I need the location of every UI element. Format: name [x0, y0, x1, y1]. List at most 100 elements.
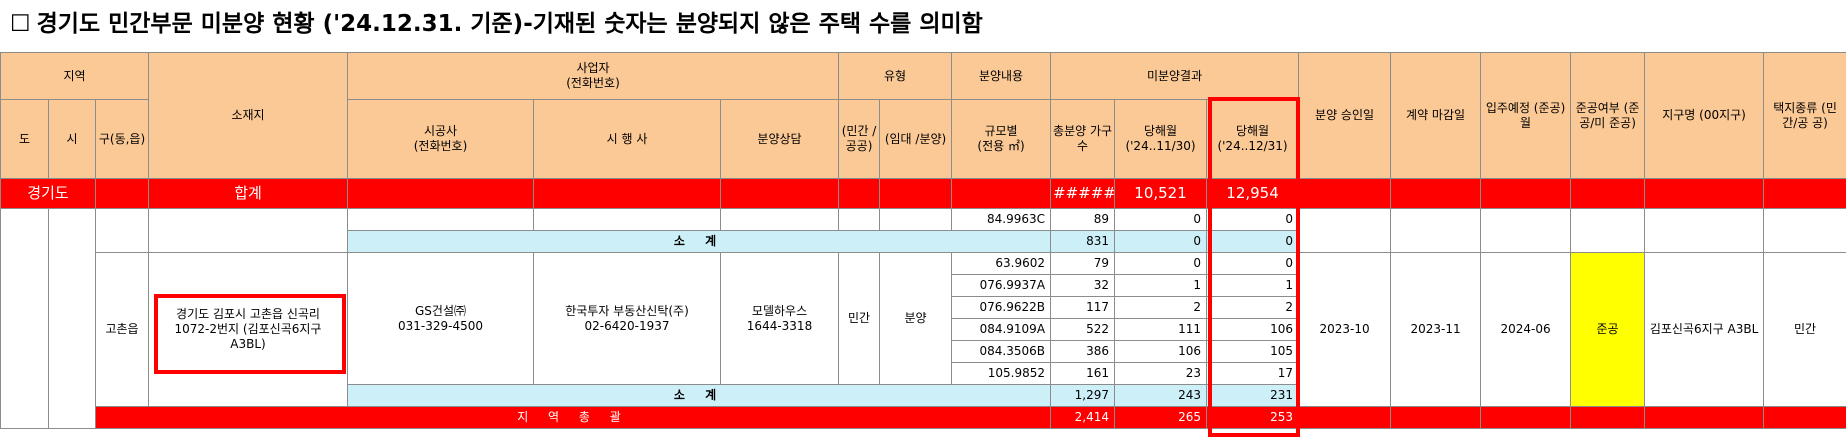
units-cell: 32 — [1050, 274, 1116, 297]
header-land-type: 택지종류 (민간/공 공) — [1763, 52, 1846, 179]
header-month-curr: 당해월 ('24..12/31) — [1206, 99, 1300, 179]
header-builder-label: 시공사 — [423, 124, 458, 138]
curr-cell: 17 — [1206, 362, 1300, 385]
header-month-prev-sub: ('24..11/30) — [1125, 139, 1196, 153]
units-cell: 117 — [1050, 296, 1116, 319]
subtotal-curr: 231 — [1206, 384, 1300, 407]
subtotal-curr: 0 — [1206, 230, 1300, 253]
header-private-public: (민간 /공공) — [838, 99, 881, 179]
grand-total-row: 지 역 총 괄 2,414 265 253 — [1, 406, 1846, 429]
header-row-1: 지역 소재지 사업자 (전화번호) 유형 분양내용 미분양결과 분양 승인일 계… — [0, 52, 1846, 179]
table-row: 084.9109A 522 111 106 — [1, 318, 1846, 341]
header-sale-content: 분양내용 — [951, 52, 1052, 100]
units-cell: 386 — [1050, 340, 1116, 363]
units-cell: 79 — [1050, 252, 1116, 275]
grand-total-curr: 253 — [1206, 406, 1300, 429]
header-type: 유형 — [838, 52, 953, 100]
header-completion: 준공여부 (준공/미 준공) — [1570, 52, 1646, 179]
units-cell: 522 — [1050, 318, 1116, 341]
header-sales-consult: 분양상담 — [719, 99, 840, 179]
builder-name: GS건설㈜ — [415, 303, 466, 318]
table-row: 84.9963C 89 0 0 — [0, 208, 1846, 429]
type-rent-sale: 분양 — [879, 252, 953, 385]
total-curr: 12,954 — [1206, 178, 1300, 209]
unsold-housing-table: 지역 소재지 사업자 (전화번호) 유형 분양내용 미분양결과 분양 승인일 계… — [0, 52, 1846, 429]
curr-cell: 1 — [1206, 274, 1300, 297]
subtotal-label: 소 계 — [346, 230, 1052, 253]
grand-total-label: 지 역 총 괄 — [94, 406, 1052, 429]
table-row: 고촌읍 경기도 김포시 고촌읍 신곡리 1072-2번지 (김포신곡6지구 A3… — [1, 252, 1846, 407]
total-units: ##### — [1050, 178, 1116, 209]
header-contract-deadline: 계약 마감일 — [1390, 52, 1482, 179]
header-operator: 사업자 (전화번호) — [346, 52, 840, 100]
page-title: ☐ 경기도 민간부문 미분양 현황 ('24.12.31. 기준)-기재된 숫자는… — [10, 4, 983, 44]
developer-phone: 02-6420-1937 — [584, 318, 670, 333]
prev-cell: 23 — [1114, 362, 1208, 385]
header-size-label: 규모별 — [984, 124, 1018, 138]
size-cell: 84.9963C — [951, 208, 1052, 231]
subtotal-prev: 243 — [1114, 384, 1208, 407]
header-approval-date: 분양 승인일 — [1298, 52, 1392, 179]
checkbox-glyph: ☐ — [10, 11, 31, 37]
completion-cell: 준공 — [1570, 252, 1646, 407]
deadline-cell: 2023-11 — [1390, 252, 1482, 407]
header-do: 도 — [0, 99, 49, 179]
header-move-in: 입주예정 (준공)월 — [1480, 52, 1572, 179]
header-gu: 구(동,읍) — [95, 99, 149, 179]
header-month-prev-label: 당해월 — [1143, 124, 1178, 138]
total-prev: 10,521 — [1114, 178, 1208, 209]
total-row: 경기도 합계 ##### 10,521 12,954 — [0, 178, 1846, 209]
prev-cell: 0 — [1114, 208, 1208, 231]
subtotal-units: 1,297 — [1050, 384, 1116, 407]
header-operator-label: 사업자 — [576, 61, 610, 75]
subtotal-units: 831 — [1050, 230, 1116, 253]
header-developer: 시 행 사 — [533, 99, 721, 179]
curr-cell: 0 — [1206, 252, 1300, 275]
prev-cell: 106 — [1114, 340, 1208, 363]
gu-cell: 고촌읍 — [95, 252, 149, 407]
prev-cell: 2 — [1114, 296, 1208, 319]
header-builder: 시공사 (전화번호) — [347, 99, 534, 179]
type-private-public: 민간 — [838, 252, 881, 385]
header-size: 규모별 (전용 ㎡) — [951, 99, 1052, 179]
curr-cell: 106 — [1206, 318, 1300, 341]
units-cell: 89 — [1050, 208, 1116, 231]
subtotal-label: 소 계 — [346, 384, 1052, 407]
size-cell: 076.9622B — [951, 296, 1052, 319]
curr-cell: 2 — [1206, 296, 1300, 319]
size-cell: 63.9602 — [951, 252, 1052, 275]
consult-phone: 1644-3318 — [746, 318, 813, 333]
table-row: 076.9622B 117 2 2 — [1, 296, 1846, 319]
curr-cell: 105 — [1206, 340, 1300, 363]
header-builder-sub: (전화번호) — [413, 139, 468, 153]
move-in-cell: 2024-06 — [1480, 252, 1572, 407]
consult-cell: 모델하우스 1644-3318 — [719, 252, 840, 385]
header-operator-sub: (전화번호) — [566, 76, 620, 90]
subtotal-prev: 0 — [1114, 230, 1208, 253]
size-cell: 084.3506B — [951, 340, 1052, 363]
header-month-prev: 당해월 ('24..11/30) — [1114, 99, 1208, 179]
units-cell: 161 — [1050, 362, 1116, 385]
total-region: 경기도 — [0, 178, 96, 209]
header-size-sub: (전용 ㎡) — [977, 139, 1025, 153]
developer-cell: 한국투자 부동산신탁(주) 02-6420-1937 — [533, 252, 721, 385]
header-region: 지역 — [0, 52, 149, 100]
grand-total-prev: 265 — [1114, 406, 1208, 429]
grand-total-units: 2,414 — [1050, 406, 1116, 429]
land-type-cell: 민간 — [1763, 252, 1846, 407]
builder-cell: GS건설㈜ 031-329-4500 — [347, 252, 534, 385]
prev-cell: 1 — [1114, 274, 1208, 297]
header-district-name: 지구명 (00지구) — [1644, 52, 1765, 179]
page-title-text: 경기도 민간부문 미분양 현황 ('24.12.31. 기준)-기재된 숫자는 … — [36, 11, 983, 37]
total-label: 합계 — [148, 178, 348, 209]
location-cell: 경기도 김포시 고촌읍 신곡리 1072-2번지 (김포신곡6지구 A3BL) — [148, 252, 348, 407]
header-month-curr-label: 당해월 — [1235, 124, 1270, 138]
header-unsold-result: 미분양결과 — [1050, 52, 1300, 100]
approval-cell: 2023-10 — [1298, 252, 1392, 407]
consult-name: 모델하우스 — [751, 303, 808, 318]
header-si: 시 — [48, 99, 96, 179]
size-cell: 105.9852 — [951, 362, 1052, 385]
subtotal-row: 소 계 831 0 0 — [1, 230, 1846, 253]
developer-name: 한국투자 부동산신탁(주) — [565, 303, 689, 318]
header-location: 소재지 — [148, 52, 348, 179]
